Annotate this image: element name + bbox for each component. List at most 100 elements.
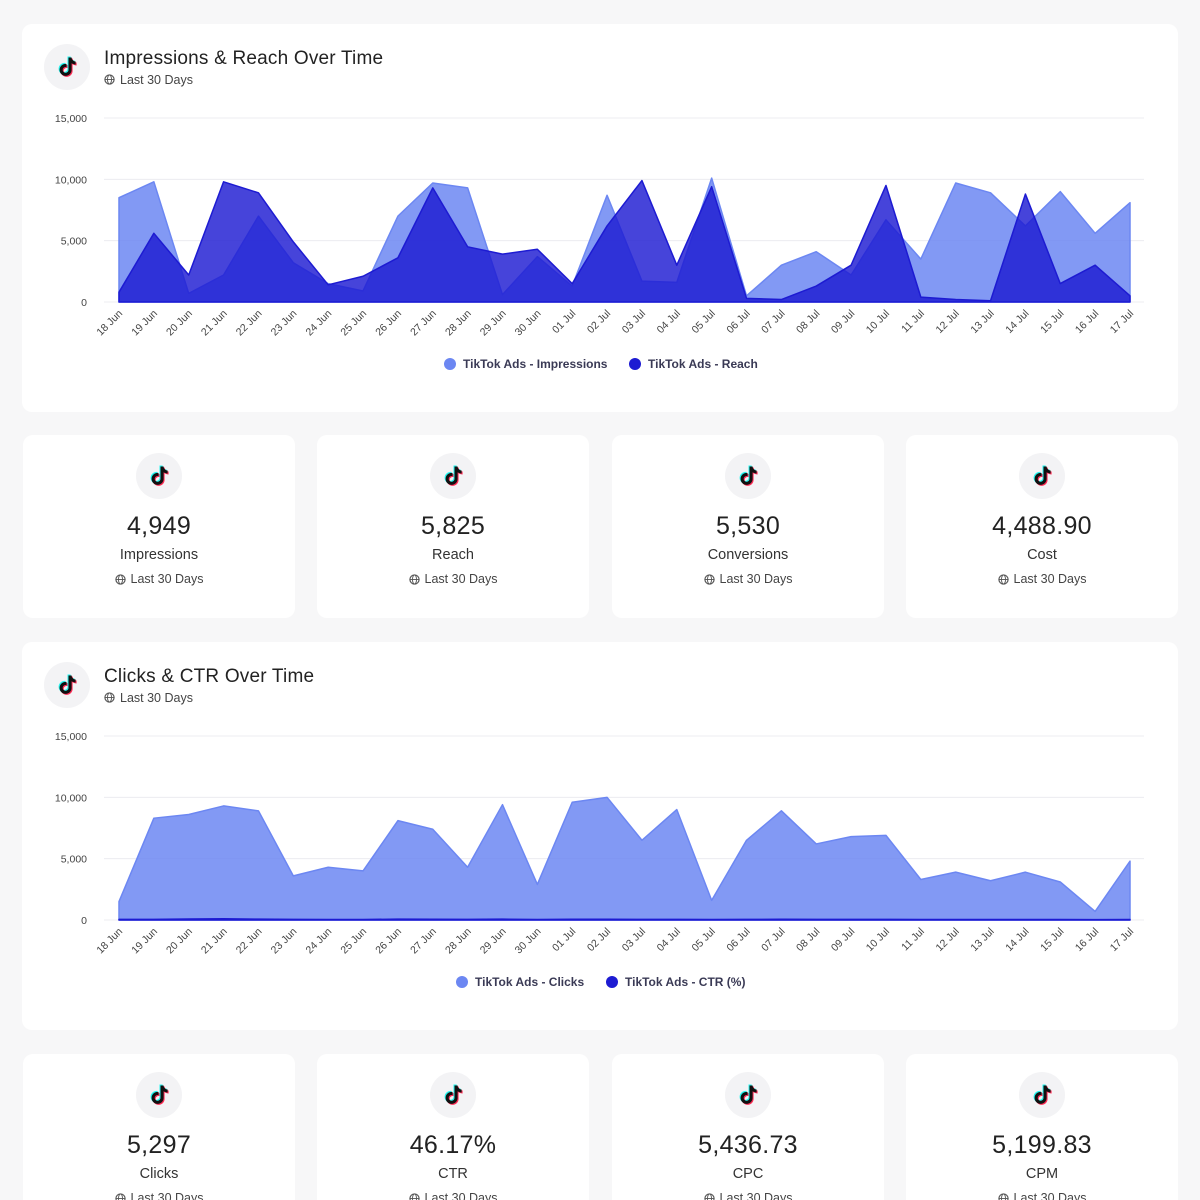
kpi-value: 46.17%	[409, 1131, 497, 1159]
date-range-text: Last 30 Days	[719, 572, 793, 586]
x-tick-label: 19 Jun	[129, 926, 160, 957]
series-area-2[interactable]	[118, 179, 1131, 303]
x-tick-label: 28 Jun	[443, 308, 474, 339]
legend-item-1[interactable]: TikTok Ads - Clicks	[456, 975, 584, 989]
legend-item-2[interactable]: TikTok Ads - CTR (%)	[606, 975, 745, 989]
x-tick-label: 11 Jul	[899, 308, 927, 336]
date-range-label: Last 30 Days	[23, 1191, 295, 1200]
x-tick-label: 17 Jul	[1108, 926, 1136, 954]
date-range-label: Last 30 Days	[317, 1191, 589, 1200]
x-tick-label: 30 Jun	[513, 308, 544, 339]
x-tick-label: 30 Jun	[513, 926, 544, 957]
kpi-card-impressions: 4,949 Impressions Last 30 Days	[23, 435, 295, 618]
x-tick-label: 25 Jun	[338, 926, 369, 957]
x-tick-label: 10 Jul	[864, 926, 892, 954]
y-tick-label: 0	[81, 297, 87, 309]
chart-title: Clicks & CTR Over Time	[104, 665, 315, 687]
kpi-card-cpm: 5,199.83 CPM Last 30 Days	[906, 1054, 1178, 1200]
impressions-reach-chart: 0 5,000 10,000 15,000 18 Jun 19 Jun 20 Jun 21 J…	[55, 113, 1144, 371]
legend-item-1[interactable]: TikTok Ads - Impressions	[444, 357, 608, 371]
series-area-1[interactable]	[118, 796, 1131, 921]
date-range-text: Last 30 Days	[719, 1191, 793, 1200]
y-tick-label: 15,000	[55, 731, 87, 743]
x-tick-label: 06 Jul	[724, 926, 752, 954]
x-tick-label: 24 Jun	[304, 308, 335, 339]
x-tick-label: 01 Jul	[550, 308, 578, 336]
x-tick-label: 07 Jul	[759, 308, 787, 336]
date-range-text: Last 30 Days	[424, 1191, 498, 1200]
tiktok-logo-icon	[725, 453, 771, 499]
x-tick-label: 09 Jul	[829, 926, 857, 954]
x-tick-label: 13 Jul	[968, 308, 996, 336]
y-tick-label: 5,000	[61, 236, 87, 248]
x-tick-label: 27 Jun	[408, 926, 439, 957]
y-tick-label: 15,000	[55, 113, 87, 125]
x-tick-label: 02 Jul	[585, 308, 613, 336]
date-range-label: Last 30 Days	[104, 691, 314, 705]
legend-label: TikTok Ads - Clicks	[475, 975, 584, 989]
x-tick-label: 23 Jun	[269, 926, 300, 957]
globe-icon	[408, 573, 420, 585]
kpi-label: Reach	[432, 547, 474, 563]
kpi-label: CTR	[438, 1166, 468, 1182]
x-tick-label: 04 Jul	[655, 926, 683, 954]
x-tick-label: 18 Jun	[94, 926, 125, 957]
x-tick-label: 19 Jun	[129, 308, 160, 339]
date-range-label: Last 30 Days	[104, 73, 383, 87]
legend-swatch	[456, 976, 468, 988]
clicks-ctr-chart: 0 5,000 10,000 15,000 18 Jun 19 Jun 20 Jun 21 J…	[55, 731, 1144, 989]
legend-label: TikTok Ads - Reach	[648, 357, 758, 371]
kpi-label: Clicks	[139, 1166, 179, 1182]
x-tick-label: 12 Jul	[934, 308, 962, 336]
kpi-label: CPM	[1025, 1166, 1059, 1182]
tiktok-logo-icon	[430, 453, 476, 499]
kpi-value: 5,530	[715, 512, 781, 540]
x-tick-label: 16 Jul	[1073, 926, 1101, 954]
series-area-2[interactable]	[118, 918, 1131, 921]
kpi-value: 5,199.83	[992, 1131, 1092, 1159]
x-tick-label: 13 Jul	[968, 926, 996, 954]
x-tick-label: 25 Jun	[338, 308, 369, 339]
globe-icon	[114, 573, 126, 585]
legend-label: TikTok Ads - Impressions	[463, 357, 608, 371]
x-tick-label: 14 Jul	[1003, 926, 1031, 954]
x-tick-label: 03 Jul	[620, 308, 648, 336]
kpi-card-ctr: 46.17% CTR Last 30 Days	[317, 1054, 589, 1200]
x-tick-label: 10 Jul	[864, 308, 892, 336]
globe-icon	[104, 692, 115, 703]
globe-icon	[114, 1192, 126, 1200]
kpi-card-cpc: 5,436.73 CPC Last 30 Days	[612, 1054, 884, 1200]
kpi-label: Cost	[1027, 547, 1057, 563]
x-tick-label: 22 Jun	[234, 926, 265, 957]
x-tick-label: 21 Jun	[199, 926, 230, 957]
kpi-label: CPC	[732, 1166, 764, 1182]
kpi-value: 5,297	[126, 1131, 192, 1159]
kpi-card-reach: 5,825 Reach Last 30 Days	[317, 435, 589, 618]
x-tick-label: 29 Jun	[478, 926, 509, 957]
x-tick-label: 11 Jul	[899, 926, 927, 954]
kpi-label: Impressions	[119, 547, 199, 563]
legend-item-2[interactable]: TikTok Ads - Reach	[629, 357, 758, 371]
x-tick-label: 20 Jun	[164, 308, 195, 339]
x-tick-label: 15 Jul	[1038, 926, 1066, 954]
date-range-text: Last 30 Days	[120, 690, 193, 705]
tiktok-logo-icon	[44, 662, 90, 708]
x-tick-label: 29 Jun	[478, 308, 509, 339]
globe-icon	[408, 1192, 420, 1200]
kpi-card-conversions: 5,530 Conversions Last 30 Days	[612, 435, 884, 618]
legend-swatch	[606, 976, 618, 988]
tiktok-logo-icon	[1019, 453, 1065, 499]
x-tick-label: 02 Jul	[585, 926, 613, 954]
date-range-text: Last 30 Days	[120, 72, 193, 87]
globe-icon	[104, 74, 115, 85]
x-tick-label: 28 Jun	[443, 926, 474, 957]
x-tick-label: 07 Jul	[759, 926, 787, 954]
y-tick-label: 10,000	[55, 792, 87, 804]
date-range-label: Last 30 Days	[906, 1191, 1178, 1200]
x-tick-label: 03 Jul	[620, 926, 648, 954]
kpi-value: 4,949	[126, 512, 192, 540]
tiktok-logo-icon	[136, 453, 182, 499]
x-tick-label: 04 Jul	[655, 308, 683, 336]
globe-icon	[703, 573, 715, 585]
date-range-label: Last 30 Days	[612, 1191, 884, 1200]
